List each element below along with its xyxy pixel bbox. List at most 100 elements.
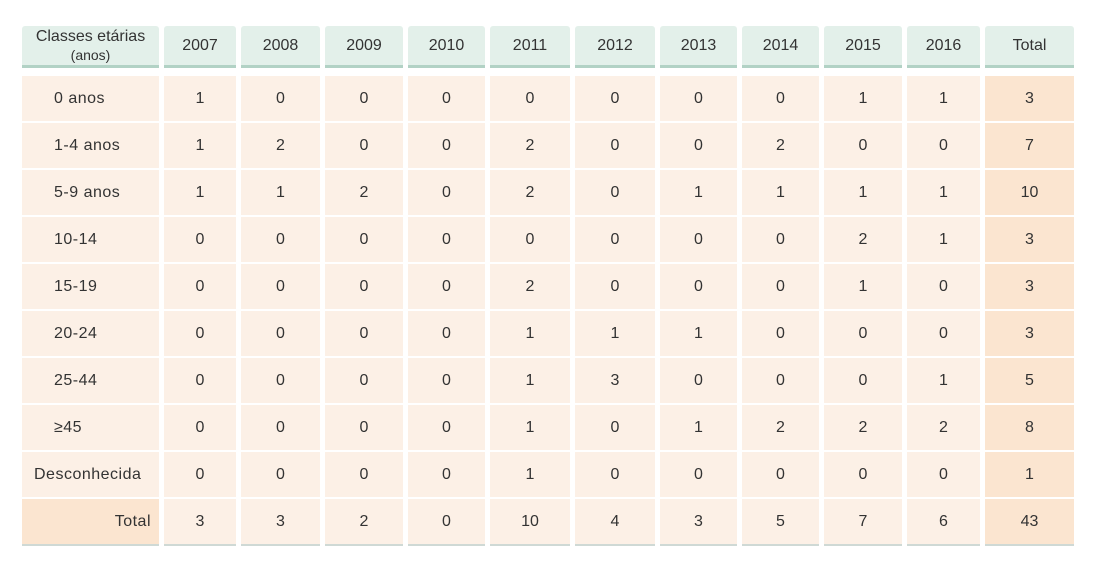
header-year: 2008 xyxy=(241,26,320,68)
table-cell: 0 xyxy=(408,217,485,264)
table-cell: 0 xyxy=(325,76,403,123)
table-cell: 1 xyxy=(742,170,819,217)
table-cell: 0 xyxy=(824,311,902,358)
row-total-cell: 1 xyxy=(985,452,1074,499)
table-cell: 0 xyxy=(164,264,236,311)
table-cell: 0 xyxy=(325,311,403,358)
table-cell: 0 xyxy=(241,405,320,452)
table-cell: 0 xyxy=(742,452,819,499)
table-cell: 0 xyxy=(164,217,236,264)
total-row-cell: 0 xyxy=(408,499,485,546)
table-cell: 0 xyxy=(660,264,737,311)
table-cell: 2 xyxy=(742,405,819,452)
header-year: 2016 xyxy=(907,26,980,68)
table-cell: 0 xyxy=(660,76,737,123)
table-cell: 1 xyxy=(907,76,980,123)
row-label: 0 anos xyxy=(22,76,159,123)
table-cell: 1 xyxy=(490,311,570,358)
row-label: 15-19 xyxy=(22,264,159,311)
table-cell: 1 xyxy=(824,76,902,123)
table-cell: 0 xyxy=(824,452,902,499)
header-year: 2007 xyxy=(164,26,236,68)
header-year: 2009 xyxy=(325,26,403,68)
table-cell: 0 xyxy=(742,217,819,264)
header-year: 2015 xyxy=(824,26,902,68)
row-label: Desconhecida xyxy=(22,452,159,499)
table-cell: 0 xyxy=(660,123,737,170)
table-cell: 1 xyxy=(575,311,655,358)
row-label: ≥45 xyxy=(22,405,159,452)
table-cell: 0 xyxy=(164,311,236,358)
table-cell: 0 xyxy=(907,264,980,311)
table-cell: 0 xyxy=(241,76,320,123)
table-cell: 2 xyxy=(490,264,570,311)
table-cell: 0 xyxy=(325,358,403,405)
table-cell: 1 xyxy=(490,358,570,405)
table-cell: 2 xyxy=(325,170,403,217)
row-total-cell: 10 xyxy=(985,170,1074,217)
table-cell: 1 xyxy=(907,217,980,264)
header-age-class-label: Classes etárias xyxy=(35,27,146,45)
table-cell: 0 xyxy=(164,358,236,405)
table-cell: 1 xyxy=(660,405,737,452)
table-cell: 3 xyxy=(575,358,655,405)
row-label: 25-44 xyxy=(22,358,159,405)
table-cell: 0 xyxy=(408,76,485,123)
total-row-label: Total xyxy=(22,499,159,546)
table-cell: 0 xyxy=(742,311,819,358)
table-cell: 1 xyxy=(164,76,236,123)
total-row-cell: 6 xyxy=(907,499,980,546)
table-cell: 0 xyxy=(325,264,403,311)
table-cell: 0 xyxy=(660,452,737,499)
table-cell: 1 xyxy=(660,311,737,358)
table-cell: 0 xyxy=(408,123,485,170)
age-class-table: Classes etárias (anos) 2007 2008 2009 2010 201… xyxy=(22,26,1085,546)
total-row-cell: 7 xyxy=(824,499,902,546)
header-year: 2013 xyxy=(660,26,737,68)
row-total-cell: 5 xyxy=(985,358,1074,405)
table-cell: 0 xyxy=(575,217,655,264)
table-cell: 0 xyxy=(575,405,655,452)
table-cell: 0 xyxy=(490,76,570,123)
total-row-cell: 10 xyxy=(490,499,570,546)
table-cell: 1 xyxy=(660,170,737,217)
table-cell: 0 xyxy=(325,123,403,170)
table-cell: 1 xyxy=(907,170,980,217)
table-cell: 0 xyxy=(575,452,655,499)
table-cell: 0 xyxy=(575,264,655,311)
table-cell: 2 xyxy=(907,405,980,452)
table-cell: 2 xyxy=(824,217,902,264)
table-cell: 0 xyxy=(742,264,819,311)
table-cell: 1 xyxy=(164,170,236,217)
table-cell: 1 xyxy=(490,405,570,452)
table-cell: 0 xyxy=(325,217,403,264)
table-cell: 2 xyxy=(824,405,902,452)
row-total-cell: 8 xyxy=(985,405,1074,452)
table-cell: 0 xyxy=(325,405,403,452)
table-cell: 0 xyxy=(907,123,980,170)
row-label: 20-24 xyxy=(22,311,159,358)
table-cell: 0 xyxy=(408,264,485,311)
table-cell: 0 xyxy=(325,452,403,499)
row-label: 10-14 xyxy=(22,217,159,264)
header-year: 2011 xyxy=(490,26,570,68)
table-cell: 1 xyxy=(241,170,320,217)
table-cell: 0 xyxy=(241,264,320,311)
header-year: 2010 xyxy=(408,26,485,68)
table-cell: 0 xyxy=(241,311,320,358)
header-age-class-unit: (anos) xyxy=(70,46,111,63)
table-cell: 0 xyxy=(490,217,570,264)
table-cell: 0 xyxy=(241,452,320,499)
header-age-class: Classes etárias (anos) xyxy=(22,26,159,68)
table-cell: 0 xyxy=(575,123,655,170)
total-row-cell: 2 xyxy=(325,499,403,546)
table-cell: 1 xyxy=(824,170,902,217)
table-cell: 0 xyxy=(575,76,655,123)
total-row-cell: 3 xyxy=(660,499,737,546)
row-total-cell: 3 xyxy=(985,217,1074,264)
table-cell: 0 xyxy=(408,358,485,405)
row-total-cell: 3 xyxy=(985,76,1074,123)
total-row-cell: 3 xyxy=(241,499,320,546)
table-cell: 0 xyxy=(824,358,902,405)
table-cell: 0 xyxy=(408,452,485,499)
